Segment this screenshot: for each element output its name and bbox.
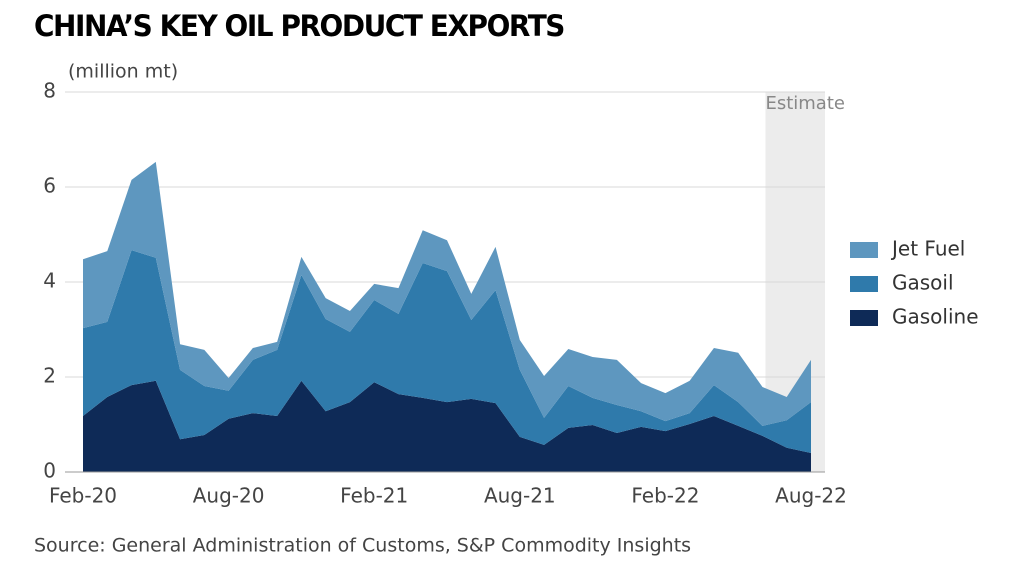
legend-label: Gasoline [892, 305, 979, 329]
x-tick-label: Aug-20 [193, 484, 265, 508]
y-tick-label: 2 [43, 364, 56, 388]
x-tick-label: Aug-21 [484, 484, 556, 508]
area [83, 250, 811, 453]
legend-label: Jet Fuel [890, 237, 965, 261]
legend-swatch [850, 310, 878, 326]
x-tick-label: Aug-22 [775, 484, 847, 508]
area [83, 161, 811, 426]
legend-label: Gasoil [892, 271, 954, 295]
legend-swatch [850, 276, 878, 292]
y-tick-label: 4 [43, 269, 56, 293]
legend-swatch [850, 242, 878, 258]
x-tick-label: Feb-22 [631, 484, 699, 508]
estimate-label: Estimate [765, 93, 845, 114]
y-tick-label: 8 [43, 79, 56, 103]
y-tick-label: 6 [43, 174, 56, 198]
source: Source: General Administration of Custom… [34, 535, 691, 557]
x-tick-label: Feb-21 [340, 484, 408, 508]
x-tick-label: Feb-20 [49, 484, 117, 508]
chart-title: CHINA’S KEY OIL PRODUCT EXPORTS [34, 9, 564, 43]
area [83, 380, 811, 472]
y-tick-label: 0 [43, 459, 56, 483]
y-axis-label: (million mt) [68, 61, 178, 83]
